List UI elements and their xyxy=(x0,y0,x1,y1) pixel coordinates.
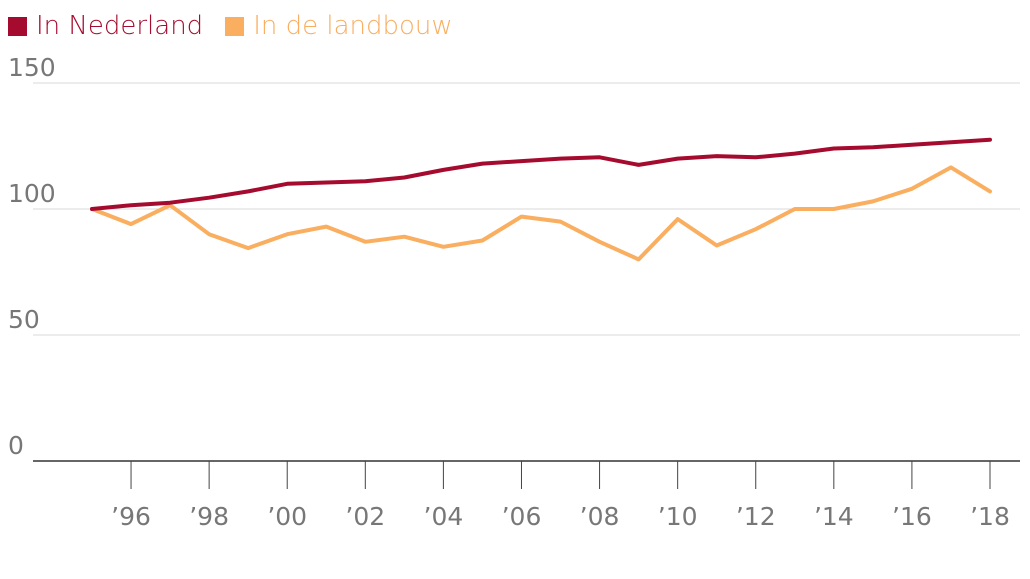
x-tick-label-1996: ’96 xyxy=(111,502,151,531)
legend-swatch-nederland xyxy=(8,16,27,36)
legend-label-landbouw: In de landbouw xyxy=(253,11,453,41)
x-tick-label-2012: ’12 xyxy=(736,502,776,531)
x-tick-label-2014: ’14 xyxy=(814,502,854,531)
x-tick-label-1998: ’98 xyxy=(189,502,229,531)
legend-label-nederland: In Nederland xyxy=(36,11,204,41)
legend: In Nederland In de landbouw xyxy=(8,6,475,46)
x-tick-label-2000: ’00 xyxy=(267,502,307,531)
x-tick-label-2016: ’16 xyxy=(892,502,932,531)
series-line-nederland xyxy=(90,137,992,211)
x-tick-label-2010: ’10 xyxy=(658,502,698,531)
x-tick-label-2004: ’04 xyxy=(424,502,464,531)
legend-swatch-landbouw xyxy=(225,16,245,36)
x-tick-label-2002: ’02 xyxy=(345,502,385,531)
x-tick-label-2006: ’06 xyxy=(502,502,542,531)
y-tick-label-100: 100 xyxy=(8,179,56,208)
x-tick-label-2008: ’08 xyxy=(580,502,620,531)
series-line-landbouw xyxy=(90,165,992,262)
y-tick-label-150: 150 xyxy=(8,53,56,82)
x-tick-label-2018: ’18 xyxy=(970,502,1010,531)
legend-item-nederland[interactable]: In Nederland xyxy=(8,11,203,41)
y-tick-label-50: 50 xyxy=(8,305,40,334)
y-tick-label-0: 0 xyxy=(8,431,24,460)
legend-item-landbouw[interactable]: In de landbouw xyxy=(225,11,453,41)
